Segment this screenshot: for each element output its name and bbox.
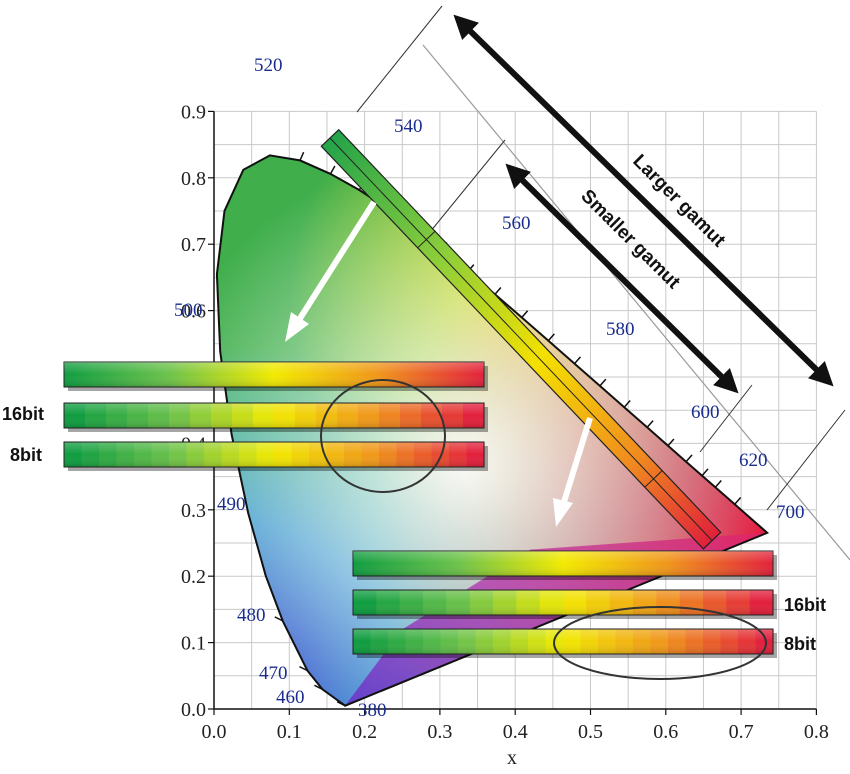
upper-16bit-label: 16bit [2,404,44,424]
locus-tick [646,420,654,428]
locus-tick [494,287,502,295]
x-tick-label: 0.4 [503,721,528,743]
wl-600: 600 [691,402,720,423]
y-tick-label: 0.0 [181,699,206,721]
locus-tick [299,665,308,672]
x-tick-label: 0.2 [352,721,377,743]
locus-tick [701,468,709,477]
diagonal-bar-divider [417,230,436,249]
bar-8bit [352,628,777,658]
white-arrow-shaft [296,200,377,322]
upper-8bit-label: 8bit [10,445,42,465]
upper-bar-group [63,361,488,493]
bar-16bit [63,402,488,432]
bar-shading [64,362,484,387]
diagonal-bar-divider [644,470,663,488]
wl-460: 460 [276,687,305,708]
white-pointer-arrows [285,200,593,527]
wl-700: 700 [776,502,805,523]
locus-tick [329,165,336,175]
highlight-ellipse [320,379,446,493]
wl-560: 560 [502,213,531,234]
wl-480: 480 [237,605,266,626]
wl-500: 500 [174,300,203,321]
y-tick-label: 0.8 [181,168,206,190]
gamut-arrows [453,14,834,394]
locus-tick [573,356,582,365]
locus-tick [599,378,607,387]
x-axis-name: x [507,747,517,769]
y-tick-label: 0.2 [181,566,206,588]
locus-tick [547,333,555,342]
bar-shading [353,551,773,576]
bar-8bit [63,441,488,471]
wl-580: 580 [606,319,635,340]
wl-520: 520 [254,55,283,76]
bar-outline [352,628,774,655]
locus-tick [314,684,323,690]
x-tick-label: 0.5 [578,721,603,743]
x-tick-label: 0.7 [729,721,754,743]
lower-8bit-label: 8bit [784,634,816,654]
white-arrow-head [553,498,573,527]
x-tick-label: 0.3 [427,721,452,743]
locus-tick [521,310,529,318]
gamut-edge-line [766,409,846,511]
locus-tick [685,454,693,463]
locus-tick [274,616,284,622]
smaller-gamut-arrow [505,163,739,394]
locus-tick [299,151,305,161]
y-tick-label: 0.9 [181,101,206,123]
white-arrow-head [285,312,309,342]
x-tick-labels: 0.0 0.1 0.2 0.3 0.4 0.5 0.6 0.7 0.8 [202,721,829,743]
locus-tick [623,400,631,408]
smooth-bar [63,361,488,391]
gamut-edge-line [356,5,443,113]
wl-470: 470 [259,663,288,684]
y-tick-label: 0.1 [181,633,206,655]
x-tick-label: 0.1 [277,721,302,743]
locus-tick [734,497,742,505]
gamut-edge-line [699,384,753,453]
wavelength-labels: 380 460 470 480 490 500 520 540 560 580 … [174,55,805,721]
locus-tick [667,438,675,447]
x-tick-label: 0.6 [653,721,678,743]
lower-bar-group [352,550,777,680]
locus-tick [336,701,346,707]
wl-620: 620 [739,450,768,471]
locus-tick [714,479,722,488]
white-arrow-shaft [560,417,593,506]
gamut-edge-line [429,139,506,233]
lower-16bit-label: 16bit [784,595,826,615]
wl-490: 490 [217,494,246,515]
bar-outline [63,402,485,429]
highlight-ellipse [553,606,767,680]
y-tick-label: 0.3 [181,500,206,522]
x-tick-label: 0.8 [804,721,829,743]
y-tick-label: 0.6 [181,301,206,323]
wl-540: 540 [394,116,423,137]
wl-380: 380 [358,700,387,721]
y-tick-label: 0.7 [181,234,206,256]
bar-outline [63,441,485,468]
smooth-bar [352,550,777,580]
x-tick-label: 0.0 [202,721,227,743]
bar-16bit [352,589,777,619]
